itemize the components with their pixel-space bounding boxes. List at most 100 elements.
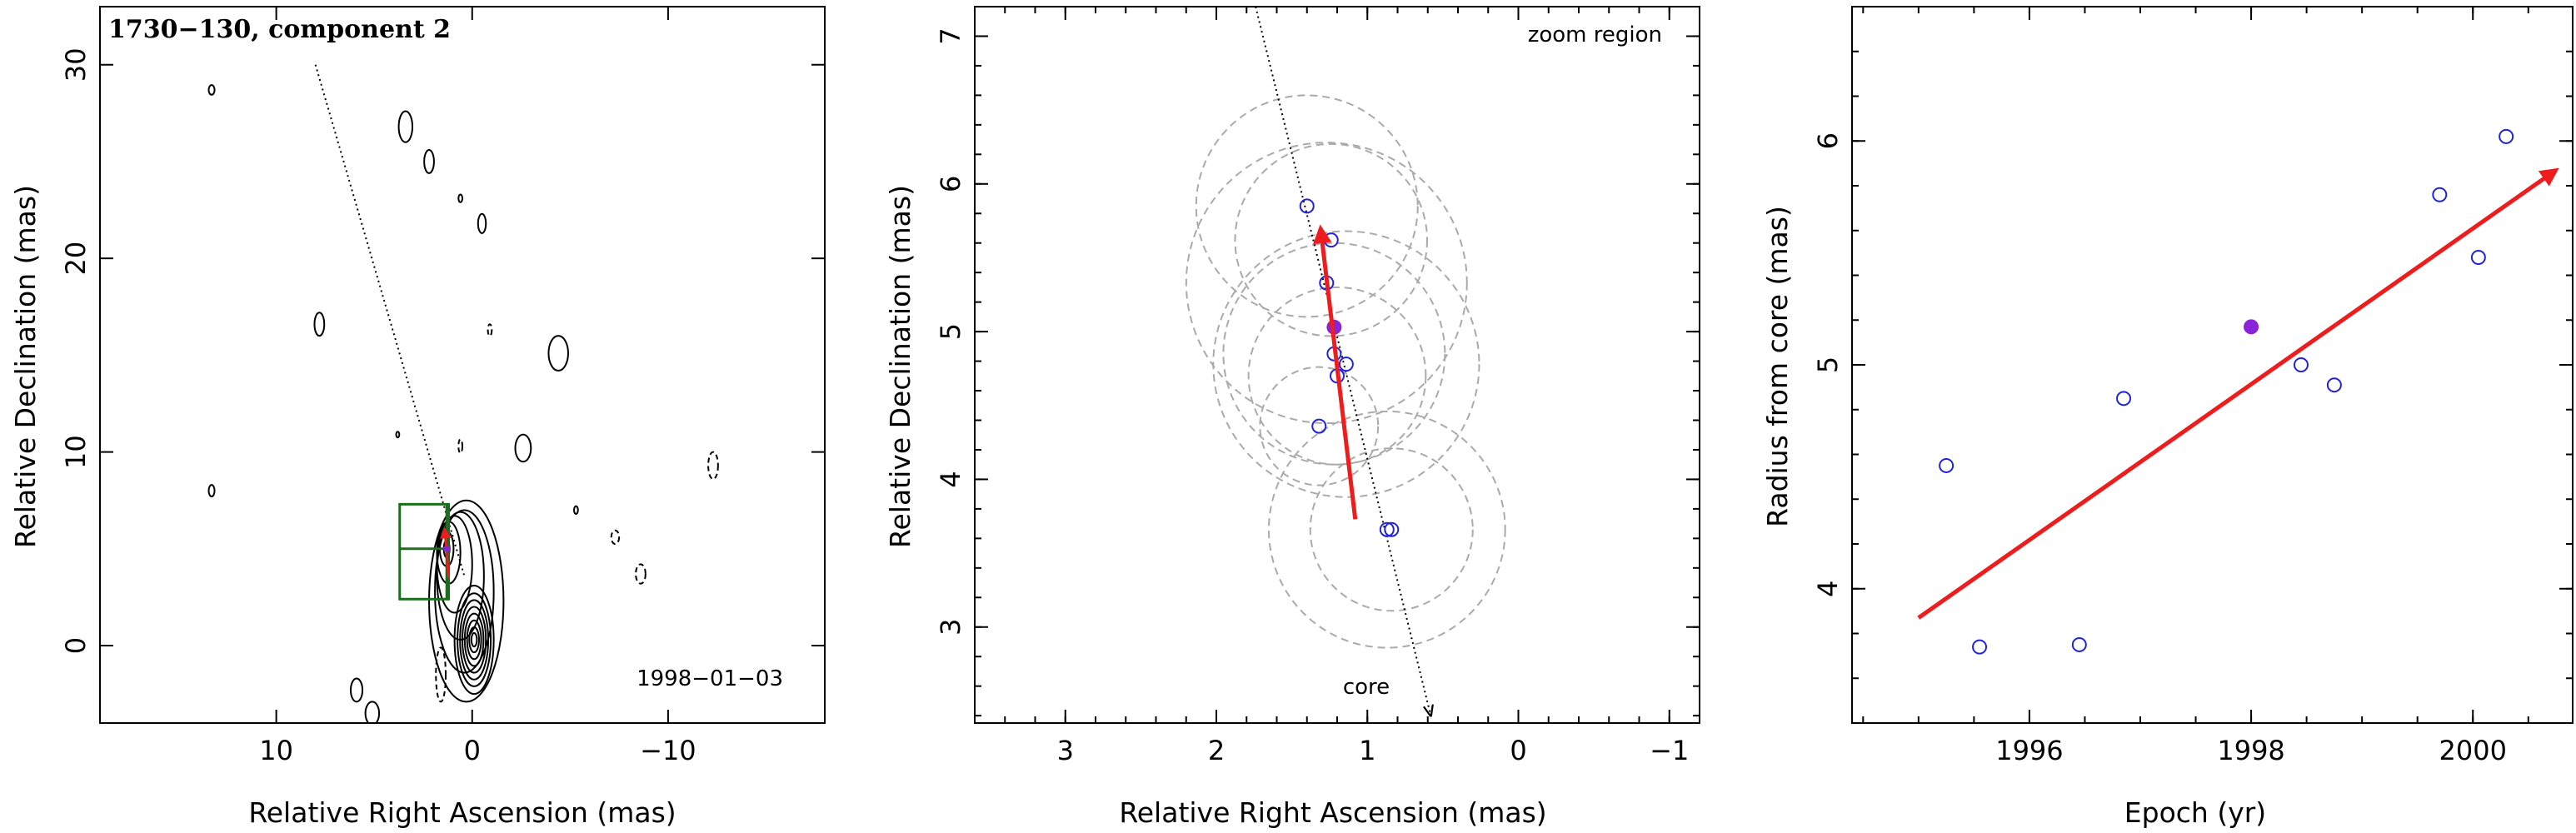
panel1-contour	[573, 505, 579, 515]
panel3-data-point	[1939, 457, 1954, 473]
panel2-y-tick-label: 4	[935, 471, 966, 487]
panel3-y-tick-label: 5	[1812, 357, 1844, 373]
panel1-contour	[514, 433, 532, 463]
panel2-axes: 3 2 1 0 −1 3 4 5 6 7	[935, 6, 1700, 766]
panel1-core-contour	[428, 499, 505, 703]
panel2-error-circle	[1267, 410, 1506, 649]
panel1-contour	[457, 193, 463, 203]
panel3-data-point	[2499, 128, 2514, 144]
panel2-core-label: core	[1343, 675, 1390, 700]
panel1-contour	[207, 484, 216, 498]
panel3-x-tick-label: 1996	[1995, 735, 2063, 766]
panel1-frame	[99, 6, 826, 724]
panel3-y-tick-label: 6	[1812, 132, 1844, 149]
panel1-axes: 10 0 −10 0 10 20 30	[60, 6, 826, 766]
panel3-y-axis-label: Radius from core (mas)	[1761, 206, 1794, 527]
panel2-error-circle	[1212, 230, 1480, 498]
panel2-y-tick-label: 5	[935, 323, 966, 340]
panel3-frame	[1851, 6, 2574, 724]
panel2-x-tick-label: 1	[1359, 735, 1375, 766]
panel2-x-axis-label: Relative Right Ascension (mas)	[1119, 796, 1546, 829]
panel3-data-point	[2470, 250, 2486, 265]
panel3-data-point	[1972, 639, 1988, 655]
panel3-data-point	[2293, 357, 2309, 372]
panel2-data-point	[1311, 418, 1327, 434]
panel1-contour	[349, 677, 364, 703]
panel1-zoom-box	[398, 502, 451, 601]
panel1-contour	[477, 212, 487, 234]
panel1-core-contour	[462, 606, 487, 674]
panel3-x-tick-label: 1998	[2217, 735, 2284, 766]
panel2-x-tick-label: 3	[1057, 735, 1074, 766]
panel2-x-tick-label: 2	[1208, 735, 1225, 766]
panel2-motion-vector	[1313, 224, 1358, 520]
panel2-trajectory-line	[1255, 7, 1430, 716]
panel2-data-point	[1299, 198, 1315, 214]
panel1-contour	[313, 312, 326, 337]
panel1-contour	[457, 438, 463, 454]
panel1-y-tick-label: 0	[60, 637, 92, 654]
panel3-highlighted-point	[2244, 319, 2259, 335]
panel2-error-circle	[1195, 94, 1419, 318]
panel1-contour	[610, 529, 621, 546]
panel1-core-contour	[466, 619, 482, 661]
panel1-date-label: 1998−01−03	[637, 666, 783, 691]
panel1-y-tick-label: 10	[60, 435, 92, 469]
panel1-trajectory-line	[314, 64, 466, 576]
panel2-x-tick-label: 0	[1510, 735, 1526, 766]
panel-contour-map: 1730−130, component 2 1998−01−03 Relativ…	[9, 15, 783, 829]
panel3-x-axis-label: Epoch (yr)	[2124, 796, 2266, 829]
panel2-data-point	[1323, 232, 1339, 248]
panel1-core-contour	[453, 584, 495, 696]
panel1-core-contour	[434, 509, 495, 674]
panel1-motion-vector	[439, 526, 452, 578]
panel2-error-circle	[1222, 242, 1446, 466]
panel1-contour	[635, 563, 646, 585]
panel1-contour	[207, 84, 216, 96]
panel2-error-circle	[1185, 142, 1468, 425]
panel1-contour	[395, 431, 401, 439]
panel2-error-circle	[1247, 286, 1427, 466]
panel1-core-contour	[463, 612, 485, 667]
panel2-y-axis-label: Relative Declination (mas)	[884, 185, 916, 548]
panel2-x-tick-label: −1	[1650, 735, 1689, 766]
panel2-plot-area	[1185, 7, 1506, 716]
panel3-data-point	[2071, 636, 2087, 652]
panel1-contour	[487, 323, 493, 337]
panel2-data-point	[1384, 521, 1400, 537]
panel3-plot-area	[1917, 128, 2559, 655]
panel1-y-tick-label: 30	[60, 47, 92, 82]
panel-zoom-region: zoom region core Relative Right Ascensio…	[884, 22, 1662, 829]
panel1-y-axis-label: Relative Declination (mas)	[9, 185, 42, 548]
panel2-y-tick-label: 7	[935, 27, 966, 44]
panel1-contour	[364, 701, 381, 723]
panel1-core-contour	[470, 631, 478, 648]
panel1-title: 1730−130, component 2	[108, 15, 451, 44]
panel2-data-point	[1379, 521, 1395, 537]
panel2-annotation: zoom region	[1528, 22, 1662, 47]
panel1-y-tick-label: 20	[60, 242, 92, 276]
panel1-contour	[435, 646, 447, 703]
panel2-error-circle	[1309, 447, 1474, 612]
panel1-contour	[547, 335, 569, 372]
panel3-data-point	[2116, 391, 2132, 407]
panel2-data-point	[1338, 357, 1354, 372]
panel1-component-point	[443, 545, 451, 552]
panel3-x-tick-label: 2000	[2439, 735, 2507, 766]
panel1-x-axis-label: Relative Right Ascension (mas)	[248, 796, 676, 829]
panel1-contour	[707, 451, 719, 481]
panel1-x-tick-label: −10	[640, 735, 696, 766]
panel2-y-tick-label: 3	[935, 619, 966, 636]
panel3-data-point	[2326, 377, 2342, 393]
panel2-error-circle	[1259, 366, 1380, 486]
panel1-x-tick-label: 0	[464, 735, 481, 766]
panel-radius-vs-epoch: Epoch (yr) Radius from core (mas)	[1761, 206, 2266, 829]
panel1-plot-area	[207, 64, 719, 723]
panel3-data-point	[2432, 187, 2448, 202]
panel2-error-circle	[1234, 142, 1429, 337]
panel1-contour	[423, 149, 435, 174]
panel1-x-tick-label: 10	[259, 735, 293, 766]
panel3-fit-vector	[1917, 167, 2559, 620]
panel1-contour	[397, 110, 414, 143]
